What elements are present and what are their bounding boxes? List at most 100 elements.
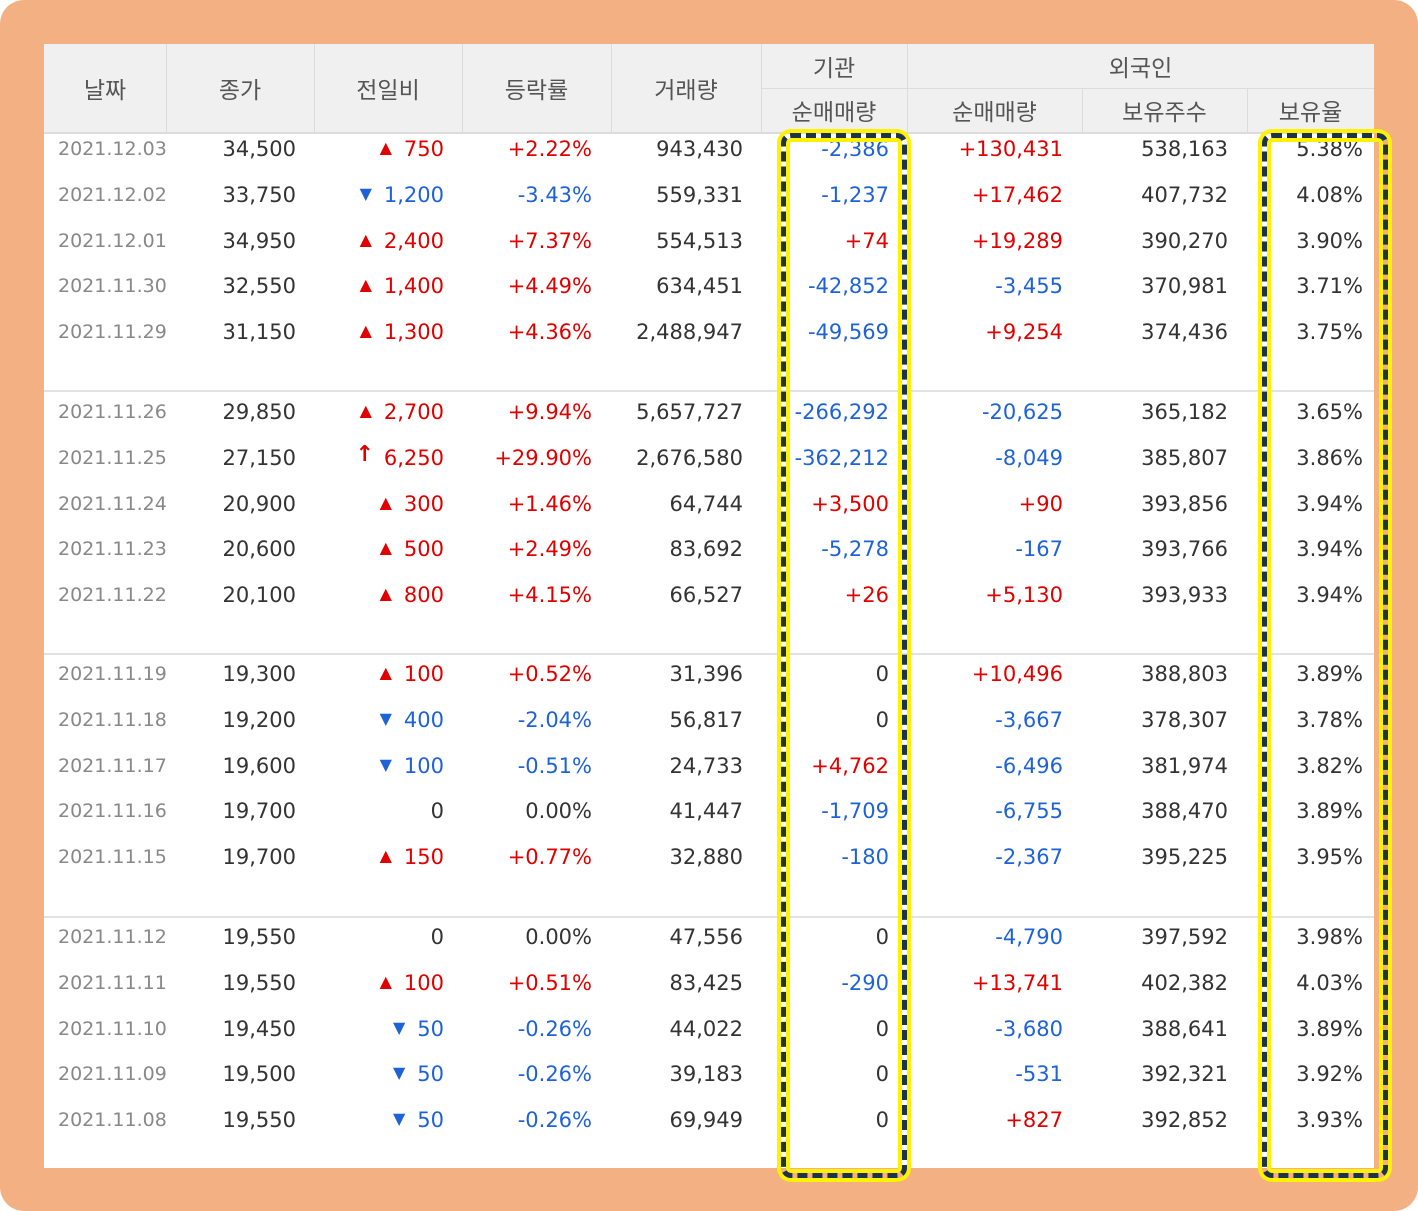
header-divider (1082, 88, 1083, 132)
cell-volume: 83,425 (611, 960, 743, 1006)
cell-volume-value: 56,817 (669, 707, 743, 732)
cell-institution-net-value: +3,500 (811, 491, 889, 516)
cell-foreign-net-value: -4,790 (995, 925, 1063, 949)
cell-rate-value: 0.00% (525, 925, 592, 949)
upper-limit-arrow-icon: ↑ (355, 441, 374, 467)
cell-foreign-net: -6,755 (907, 788, 1063, 834)
cell-foreign-net: -20,625 (907, 389, 1063, 435)
group-separator (44, 916, 1374, 918)
cell-holdings-value: 393,766 (1141, 537, 1228, 562)
cell-volume: 47,556 (611, 914, 743, 960)
table-row: 2021.12.03 34,500 ▲ 750 +2.22% 943,430 -2,386 +… (44, 126, 1374, 172)
cell-date-value: 2021.11.24 (58, 492, 167, 515)
table-row: 2021.11.18 19,200 ▼ 400 -2.04% 56,817 0 -3,667 3… (44, 697, 1374, 743)
down-triangle-icon: ▼ (392, 1109, 406, 1129)
cell-holding-ratio: 3.93% (1247, 1097, 1363, 1143)
cell-institution-net: -49,569 (761, 309, 889, 355)
cell-holdings: 392,321 (1082, 1051, 1228, 1097)
cell-rate-value: -3.43% (517, 182, 592, 207)
cell-change-value: 100 (403, 662, 444, 686)
cell-holding-ratio-value: 3.95% (1296, 845, 1363, 870)
cell-foreign-net: -3,680 (907, 1006, 1063, 1052)
cell-holdings-value: 538,163 (1141, 137, 1228, 161)
cell-foreign-net: -2,367 (907, 834, 1063, 880)
cell-holding-ratio: 3.89% (1247, 788, 1363, 834)
table-row: 2021.11.10 19,450 ▼ 50 -0.26% 44,022 0 -3,680 38… (44, 1006, 1374, 1052)
cell-volume-value: 31,396 (669, 662, 743, 686)
up-triangle-icon: ▲ (359, 229, 372, 249)
cell-date: 2021.11.16 (58, 788, 168, 834)
down-triangle-icon: ▼ (379, 754, 392, 774)
cell-institution-net: +3,500 (761, 481, 889, 527)
up-triangle-icon: ▲ (379, 971, 392, 991)
cell-date: 2021.11.09 (58, 1051, 168, 1097)
cell-holding-ratio: 3.65% (1247, 389, 1363, 435)
cell-rate: +7.37% (462, 218, 592, 264)
cell-date: 2021.11.08 (58, 1097, 168, 1143)
header-divider (611, 44, 612, 132)
cell-holding-ratio: 3.89% (1247, 651, 1363, 697)
cell-institution-net-value: -180 (841, 845, 889, 870)
table-row: 2021.12.02 33,750 ▼ 1,200 -3.43% 559,331 -1,23… (44, 172, 1374, 218)
table-row: 2021.11.26 29,850 ▲ 2,700 +9.94% 5,657,727 -26… (44, 389, 1374, 435)
cell-date-value: 2021.11.08 (58, 1109, 167, 1132)
cell-holding-ratio: 3.82% (1247, 743, 1363, 789)
down-triangle-icon: ▼ (359, 183, 372, 203)
header-divider (166, 44, 167, 132)
cell-change: 0 (314, 914, 444, 960)
cell-rate-value: +2.22% (507, 137, 592, 161)
cell-holdings: 395,225 (1082, 834, 1228, 880)
cell-rate-value: -0.26% (517, 1062, 592, 1087)
cell-foreign-net-value: +5,130 (985, 583, 1063, 608)
header-volume: 거래량 (654, 78, 718, 104)
cell-rate: +29.90% (462, 435, 592, 481)
cell-institution-net-value: +26 (844, 583, 889, 608)
cell-institution-net-value: -266,292 (794, 400, 889, 424)
cell-date-value: 2021.12.01 (58, 229, 167, 252)
cell-close: 20,900 (166, 481, 296, 527)
cell-holding-ratio: 3.92% (1247, 1051, 1363, 1097)
cell-institution-net: +26 (761, 572, 889, 618)
up-triangle-icon: ▲ (379, 138, 392, 157)
cell-change: ▼ 50 (314, 1006, 444, 1052)
cell-volume: 83,692 (611, 526, 743, 572)
cell-holdings-value: 388,641 (1141, 1016, 1228, 1041)
cell-volume: 44,022 (611, 1006, 743, 1052)
cell-date-value: 2021.11.09 (58, 1063, 167, 1086)
cell-holdings-value: 374,436 (1141, 320, 1228, 345)
header-foreign: 외국인 (1108, 56, 1173, 82)
cell-volume: 634,451 (611, 263, 743, 309)
header-holdings: 보유주수 (1122, 100, 1207, 126)
cell-close-value: 20,100 (222, 583, 296, 608)
cell-holding-ratio: 3.94% (1247, 481, 1363, 527)
cell-change-value: 400 (403, 707, 444, 732)
cell-holdings-value: 407,732 (1141, 182, 1228, 207)
cell-holding-ratio-value: 3.94% (1296, 537, 1363, 562)
cell-institution-net: 0 (761, 914, 889, 960)
cell-holdings: 385,807 (1082, 435, 1228, 481)
cell-institution-net-value: -49,569 (807, 320, 889, 345)
cell-date: 2021.11.15 (58, 834, 168, 880)
cell-change: ▲ 100 (314, 960, 444, 1006)
cell-rate-value: -0.51% (517, 753, 592, 778)
header-change: 전일비 (356, 78, 420, 104)
cell-date-value: 2021.11.10 (58, 1017, 167, 1040)
cell-rate-value: +0.77% (507, 845, 592, 870)
up-triangle-icon: ▲ (379, 492, 392, 512)
cell-date: 2021.11.22 (58, 572, 168, 618)
cell-holdings-value: 365,182 (1141, 400, 1228, 424)
cell-change-value: 2,700 (383, 400, 444, 424)
header-foreign-net: 순매매량 (952, 100, 1037, 126)
up-triangle-icon: ▲ (379, 538, 392, 558)
cell-volume: 64,744 (611, 481, 743, 527)
cell-holdings-value: 378,307 (1141, 707, 1228, 732)
table-header: 날짜 종가 전일비 등락률 거래량 기관 순매매량 외국인 순매매량 보유주수 … (44, 44, 1374, 134)
cell-close: 20,100 (166, 572, 296, 618)
up-triangle-icon: ▲ (379, 663, 392, 682)
cell-institution-net: -1,709 (761, 788, 889, 834)
cell-close-value: 19,300 (222, 662, 296, 686)
cell-foreign-net: -3,455 (907, 263, 1063, 309)
cell-change-value: 50 (417, 1108, 444, 1133)
cell-close-value: 19,600 (222, 753, 296, 778)
cell-holdings-value: 370,981 (1141, 274, 1228, 299)
